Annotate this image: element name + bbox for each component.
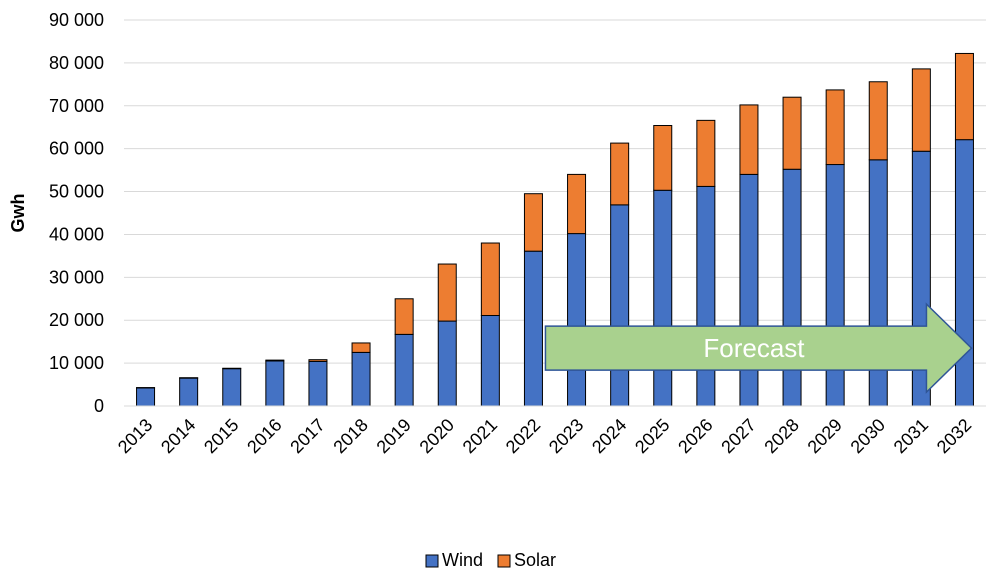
- x-tick-label: 2030: [847, 415, 889, 457]
- forecast-label: Forecast: [703, 333, 805, 363]
- y-axis-label: Gwh: [8, 194, 28, 233]
- x-tick-label: 2013: [114, 415, 156, 457]
- y-tick-label: 0: [94, 396, 104, 416]
- bar-wind-2023: [567, 233, 587, 407]
- bar-wind-2013: [136, 387, 156, 407]
- x-tick-label: 2027: [717, 415, 759, 457]
- bar-solar-2023: [567, 173, 587, 235]
- bar-solar-2031: [911, 68, 931, 152]
- x-axis-ticks: 2013 2014 2015 2016 2017 2018 2019 2020 2021 2022…: [114, 415, 975, 457]
- x-tick-label: 2023: [545, 415, 587, 457]
- x-tick-label: 2020: [416, 415, 458, 457]
- x-tick-label: 2019: [373, 415, 415, 457]
- legend-label-solar: Solar: [514, 550, 556, 570]
- y-axis-ticks: 0 10 000 20 000 30 000 40 000 50 000 60 000 70 …: [49, 10, 104, 416]
- x-tick-label: 2022: [502, 415, 544, 457]
- bar-solar-2020: [437, 263, 457, 322]
- bar-wind-2018: [351, 351, 371, 407]
- y-tick-label: 30 000: [49, 267, 104, 287]
- bar-wind-2021: [480, 315, 500, 407]
- x-tick-label: 2018: [329, 415, 371, 457]
- x-tick-label: 2024: [588, 415, 630, 457]
- bar-solar-2030: [868, 81, 888, 161]
- x-tick-label: 2016: [243, 415, 285, 457]
- gridlines: [124, 19, 986, 364]
- y-tick-label: 40 000: [49, 224, 104, 244]
- x-tick-label: 2026: [674, 415, 716, 457]
- bar-solar-2019: [394, 298, 414, 335]
- bar-wind-2015: [222, 368, 242, 407]
- bar-solar-2024: [610, 142, 630, 206]
- bar-wind-2020: [437, 320, 457, 407]
- bar-wind-2019: [394, 333, 414, 407]
- bar-solar-2026: [696, 119, 716, 187]
- x-tick-label: 2021: [459, 415, 501, 457]
- x-tick-label: 2031: [890, 415, 932, 457]
- x-tick-label: 2025: [631, 415, 673, 457]
- bar-wind-2026: [696, 185, 716, 407]
- y-tick-label: 60 000: [49, 139, 104, 159]
- legend-label-wind: Wind: [442, 550, 483, 570]
- bar-wind-2016: [265, 360, 285, 407]
- bar-solar-2032: [954, 52, 974, 141]
- y-tick-label: 80 000: [49, 53, 104, 73]
- bar-solar-2016: [265, 359, 285, 362]
- bar-wind-2032: [954, 139, 974, 407]
- x-tick-label: 2028: [760, 415, 802, 457]
- bar-wind-2017: [308, 360, 328, 407]
- bar-solar-2022: [523, 193, 543, 252]
- legend-swatch-solar: [497, 554, 511, 568]
- forecast-arrow: [544, 302, 973, 394]
- y-tick-label: 10 000: [49, 353, 104, 373]
- bar-solar-2017: [308, 359, 328, 362]
- x-tick-label: 2029: [804, 415, 846, 457]
- bar-wind-2024: [610, 204, 630, 407]
- x-tick-label: 2017: [286, 415, 328, 457]
- y-tick-label: 90 000: [49, 10, 104, 30]
- bar-solar-2021: [480, 242, 500, 317]
- y-tick-label: 70 000: [49, 96, 104, 116]
- bar-wind-2022: [523, 250, 543, 407]
- forecast-annotation: Forecast: [544, 302, 973, 394]
- x-tick-label: 2032: [933, 415, 975, 457]
- bar-solar-2018: [351, 342, 371, 353]
- bar-wind-2025: [653, 189, 673, 407]
- x-tick-label: 2014: [157, 415, 199, 457]
- y-tick-label: 50 000: [49, 182, 104, 202]
- bar-wind-2014: [179, 377, 199, 407]
- legend-swatch-wind: [425, 554, 439, 568]
- x-tick-label: 2015: [200, 415, 242, 457]
- bar-solar-2025: [653, 125, 673, 191]
- bar-solar-2029: [825, 89, 845, 166]
- y-tick-label: 20 000: [49, 310, 104, 330]
- bar-solar-2027: [739, 104, 759, 175]
- bar-wind-2027: [739, 173, 759, 407]
- bar-solar-2028: [782, 96, 802, 170]
- legend: Wind Solar: [425, 550, 556, 570]
